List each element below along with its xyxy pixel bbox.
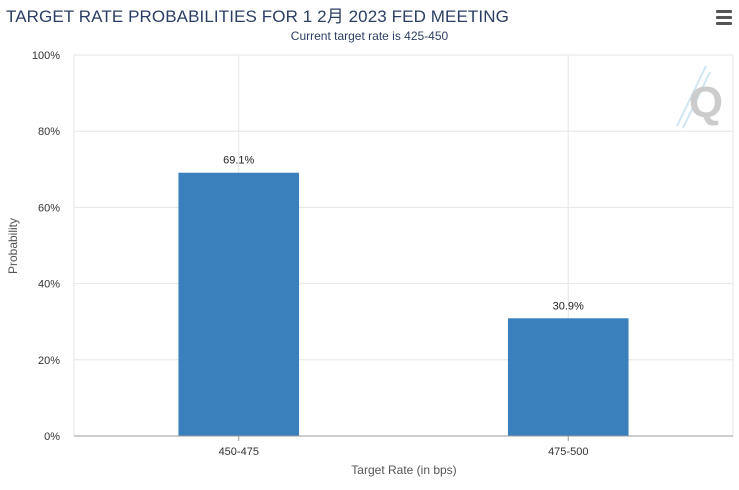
hamburger-menu-icon — [716, 10, 732, 13]
bar-450-475[interactable] — [178, 172, 300, 436]
data-label: 69.1% — [223, 155, 254, 167]
y-tick-label: 80% — [38, 126, 60, 138]
grid-lines — [73, 54, 734, 436]
y-tick-label: 20% — [38, 355, 60, 367]
bar-475-500[interactable] — [507, 318, 629, 436]
x-tick-label: 450-475 — [219, 446, 259, 458]
y-tick-label: 100% — [32, 50, 60, 62]
y-tick-label: 40% — [38, 279, 60, 291]
y-tick-label: 60% — [38, 202, 60, 214]
data-label: 30.9% — [553, 300, 584, 312]
bars — [178, 172, 629, 436]
y-axis-title: Probability — [6, 218, 20, 274]
y-tick-label: 0% — [44, 431, 60, 443]
watermark-logo: Q — [676, 65, 723, 129]
data-labels: 69.1% 30.9% — [223, 155, 584, 313]
x-tick-label: 475-500 — [548, 446, 588, 458]
x-axis-title: Target Rate (in bps) — [351, 463, 456, 477]
chart-subtitle: Current target rate is 425-450 — [290, 29, 449, 43]
chart-title: TARGET RATE PROBABILITIES FOR 1 2月 2023 … — [6, 7, 509, 26]
y-axis-ticks: 0% 20% 40% 60% 80% 100% — [32, 50, 60, 443]
x-axis-ticks: 450-475 475-500 — [219, 436, 588, 458]
chart-menu-button[interactable] — [712, 6, 736, 28]
watermark-letter: Q — [689, 78, 723, 127]
